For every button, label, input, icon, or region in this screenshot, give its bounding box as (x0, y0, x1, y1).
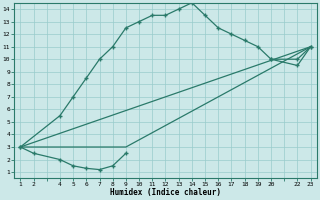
X-axis label: Humidex (Indice chaleur): Humidex (Indice chaleur) (110, 188, 221, 197)
